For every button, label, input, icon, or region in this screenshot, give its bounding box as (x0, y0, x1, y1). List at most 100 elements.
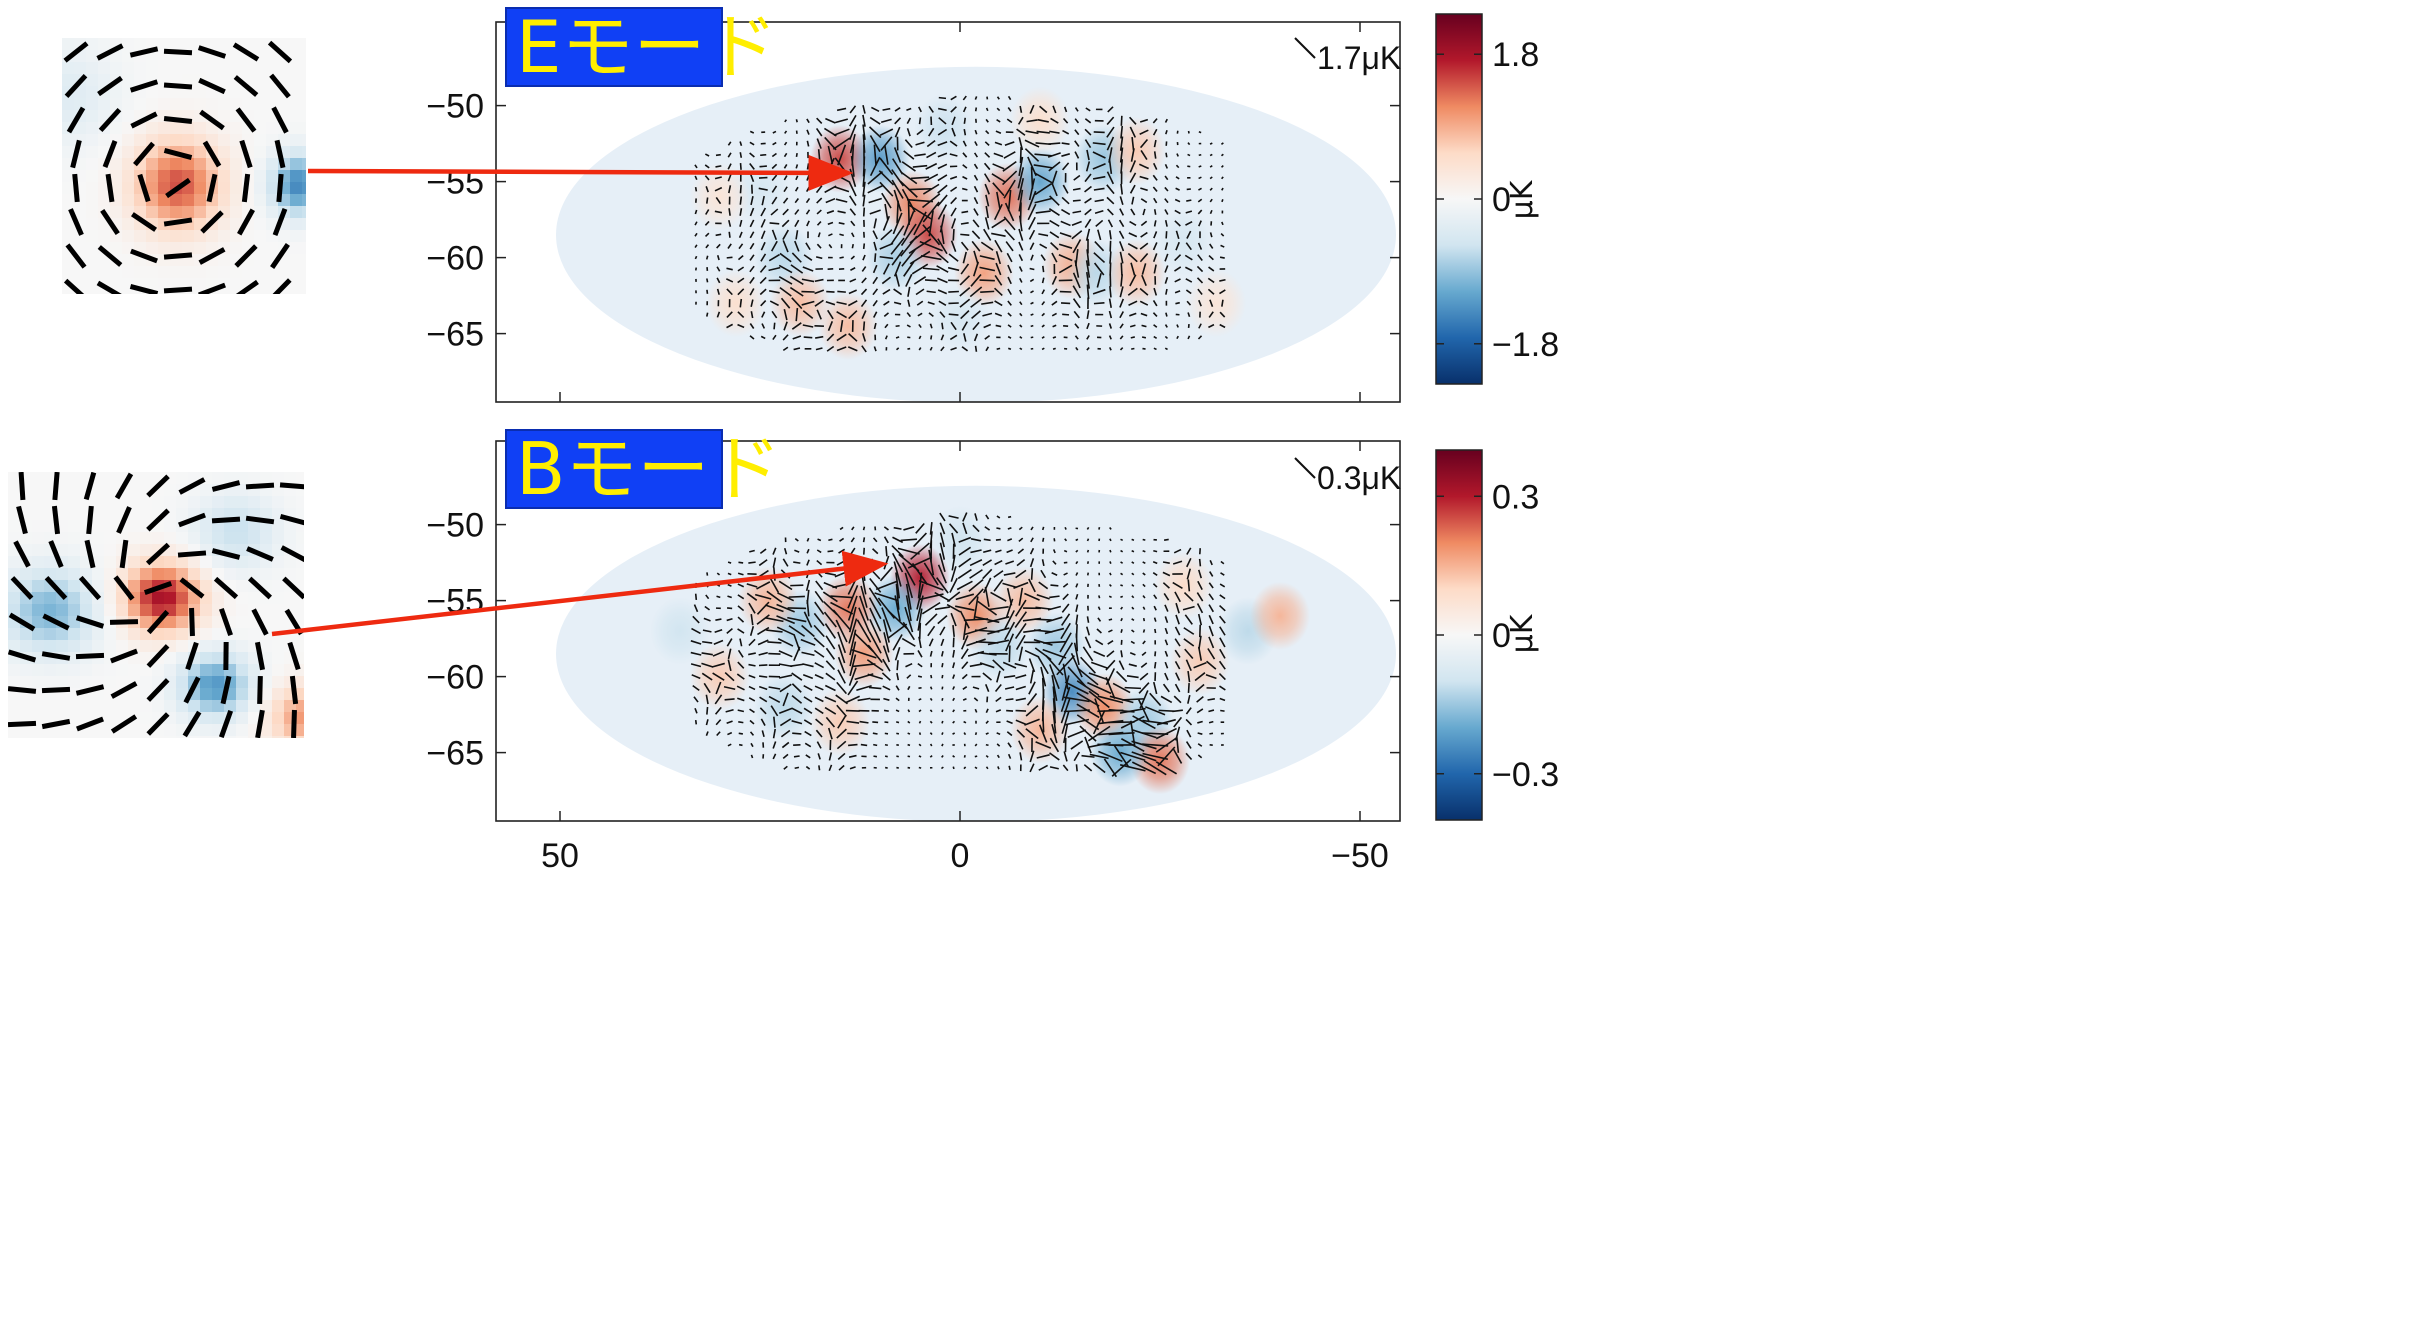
polarization-segment (789, 275, 804, 286)
polarization-segment (739, 162, 742, 170)
polarization-segment (1052, 549, 1056, 554)
polarization-segment (1060, 220, 1071, 227)
polarization-segment (756, 581, 771, 590)
polarization-segment (884, 323, 889, 329)
inset-pixel (92, 580, 105, 593)
polarization-segment (768, 253, 780, 262)
polarization-segment (905, 662, 913, 668)
inset-pixel (170, 242, 183, 255)
inset-pixel (158, 134, 171, 147)
polarization-segment (783, 321, 788, 331)
polarization-segment (1129, 274, 1137, 287)
inset-vector (129, 79, 159, 93)
mode-badge (505, 7, 723, 87)
inset-vector (232, 42, 260, 62)
polarization-segment (869, 156, 881, 177)
polarization-segment (795, 230, 799, 240)
inset-pixel (134, 62, 147, 75)
inset-vector (64, 74, 88, 98)
polarization-segment (806, 220, 810, 227)
polarization-segment (850, 537, 855, 543)
inset-pixel (290, 254, 303, 267)
polarization-segment (760, 241, 766, 251)
inset-pixel (86, 146, 99, 159)
inset-pixel (104, 556, 117, 569)
polarization-segment (1024, 139, 1040, 148)
inset-pixel (194, 182, 207, 195)
polarization-segment (1119, 147, 1124, 163)
polarization-segment (941, 697, 944, 701)
inset-vector (129, 46, 159, 58)
polarization-segment (959, 275, 971, 286)
polarization-segment (773, 716, 776, 728)
polarization-segment (868, 587, 882, 607)
polarization-segment (1174, 638, 1181, 647)
polarization-segment (1108, 158, 1113, 174)
inset-pixel (224, 604, 237, 617)
inset-pixel (290, 122, 303, 135)
polarization-segment (1197, 646, 1203, 661)
polarization-segment (1092, 710, 1106, 735)
polarization-segment (713, 639, 724, 646)
inset-vector (246, 546, 274, 562)
polarization-segment (1060, 622, 1071, 640)
inset-pixel (218, 266, 231, 279)
polarization-segment (1030, 313, 1034, 316)
inset-pixel (128, 724, 141, 737)
inset-vector (270, 243, 290, 269)
inset-pixel (122, 206, 135, 219)
polarization-segment (1048, 161, 1061, 172)
polarization-segment (951, 116, 956, 126)
inset-pixel (68, 556, 81, 569)
polarization-segment (704, 220, 710, 226)
polarization-segment (871, 106, 880, 113)
polarization-segment (815, 335, 824, 339)
polarization-segment (955, 605, 975, 611)
polarization-segment (806, 140, 810, 147)
polarization-segment (1026, 119, 1038, 123)
inset-pixel (92, 568, 105, 581)
inset-pixel (296, 652, 304, 665)
polarization-segment (748, 561, 756, 564)
polarization-segment (794, 549, 800, 553)
polarization-segment (832, 137, 851, 150)
polarization-segment (1108, 323, 1113, 329)
polarization-segment (784, 130, 788, 134)
inset-pixel (242, 230, 255, 243)
polarization-segment (1028, 229, 1036, 240)
inset-pixel (122, 74, 135, 87)
polarization-segment (1106, 126, 1115, 138)
inset-pixel (122, 110, 135, 123)
polarization-segment (726, 720, 733, 725)
inset-pixel (146, 230, 159, 243)
polarization-segment (848, 114, 857, 127)
polarization-segment (937, 128, 948, 136)
inset-pixel (290, 242, 303, 255)
polarization-segment (814, 685, 824, 691)
polarization-segment (872, 732, 878, 735)
polarization-segment (1108, 618, 1113, 621)
inset-pixel (296, 688, 304, 701)
polarization-segment (1051, 724, 1058, 744)
polarization-segment (1209, 165, 1213, 168)
inset-pixel (146, 182, 159, 195)
polarization-segment (1084, 118, 1092, 124)
polarization-segment (963, 720, 967, 724)
polarization-segment (1109, 695, 1134, 704)
polarization-segment (916, 300, 924, 306)
polarization-segment (705, 197, 709, 204)
polarization-segment (940, 346, 945, 352)
inset-pixel (32, 532, 45, 545)
polarization-segment (1109, 561, 1112, 565)
inset-pixel (260, 700, 273, 713)
polarization-segment (693, 696, 699, 703)
polarization-segment (791, 694, 803, 704)
inset-vector (233, 75, 259, 97)
polarization-segment (881, 276, 891, 285)
polarization-segment (1087, 681, 1112, 695)
polarization-segment (893, 189, 902, 212)
inset-pixel (134, 98, 147, 111)
polarization-segment (1186, 557, 1192, 568)
map-blob (1106, 117, 1166, 186)
inset-pixel (92, 724, 105, 737)
